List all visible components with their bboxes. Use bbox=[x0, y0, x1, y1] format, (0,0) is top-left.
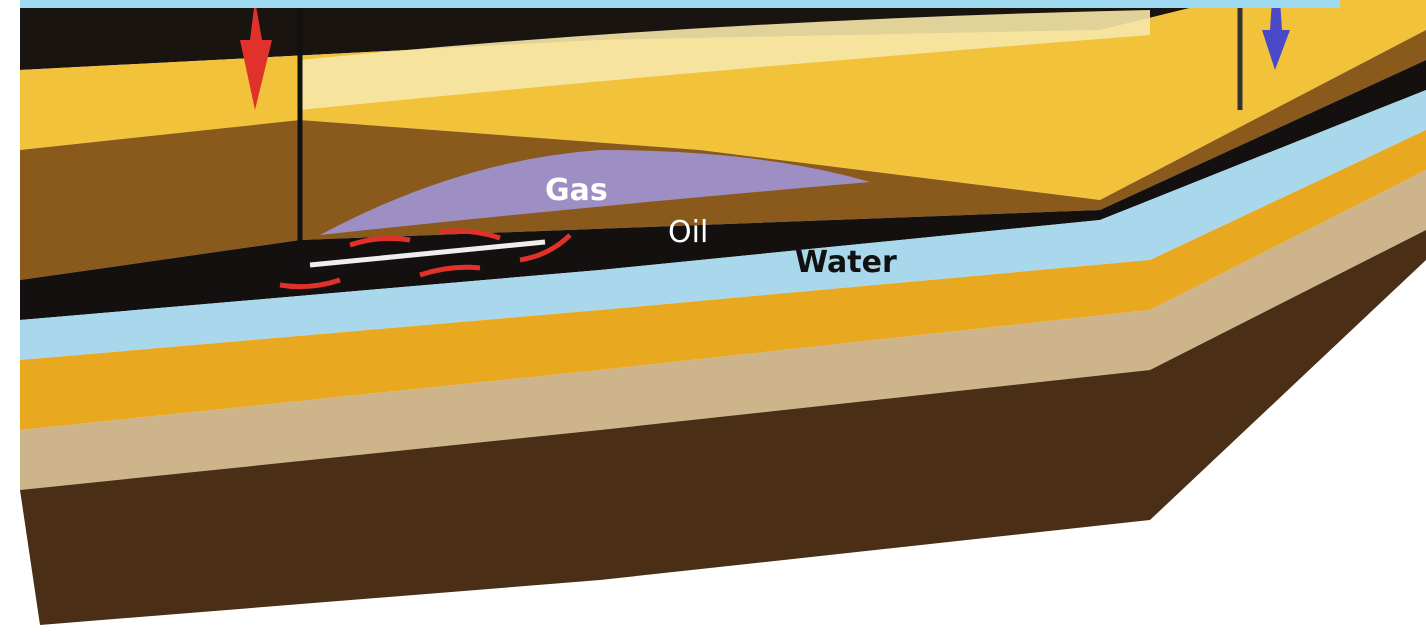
top-border bbox=[20, 0, 1340, 8]
water-label: Water bbox=[795, 245, 897, 280]
horizontal-well bbox=[309, 239, 546, 268]
flow-arrow bbox=[419, 264, 481, 278]
flow-arrow bbox=[349, 235, 411, 248]
layer-dark-brown bbox=[20, 230, 1426, 625]
layer-orange bbox=[20, 130, 1426, 430]
layer-oil bbox=[20, 60, 1426, 320]
production-arrow bbox=[240, 0, 272, 110]
oil-label: Oil bbox=[668, 215, 708, 250]
gas-label: Gas bbox=[545, 173, 608, 208]
layer-yellow bbox=[20, 0, 1426, 200]
flow-arrow bbox=[439, 228, 501, 241]
gas-dome bbox=[320, 150, 870, 235]
flow-arrows bbox=[279, 228, 572, 290]
flow-arrow bbox=[519, 233, 572, 263]
layer-water bbox=[20, 90, 1426, 360]
flow-arrow bbox=[279, 277, 341, 290]
injection-arrow bbox=[1262, 0, 1290, 70]
layer-sand bbox=[300, 10, 1150, 110]
layer-tan bbox=[20, 170, 1426, 490]
